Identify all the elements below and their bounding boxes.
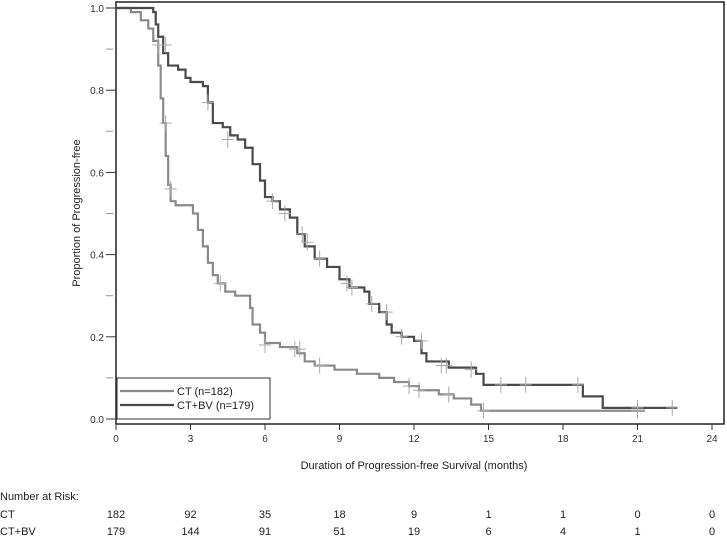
risk-count: 1 [634, 526, 641, 538]
censor-mark [296, 226, 309, 243]
censor-mark [301, 234, 314, 251]
censor-mark [519, 376, 532, 393]
risk-count: 1 [485, 509, 492, 521]
survival-curve-ctbv [116, 6, 678, 410]
censor-mark [477, 402, 490, 419]
risk-count: 0 [634, 509, 641, 521]
censor-mark [395, 328, 408, 345]
y-tick-label: 0.4 [90, 251, 104, 262]
censor-mark [214, 275, 227, 292]
censor-mark [266, 193, 279, 210]
censor-mark [164, 180, 177, 197]
censor-mark [415, 332, 428, 349]
x-tick-label: 12 [408, 434, 420, 445]
censor-mark [365, 295, 378, 312]
legend-box [116, 377, 271, 420]
x-tick-label: 9 [337, 434, 343, 445]
y-tick-label: 1.0 [90, 4, 104, 15]
censor-mark [345, 279, 358, 296]
censor-mark [259, 337, 271, 354]
y-tick-label: 0.8 [90, 86, 104, 97]
risk-row-label: CT+BV [0, 526, 36, 538]
risk-count: 182 [106, 509, 126, 521]
risk-count: 0 [708, 526, 716, 538]
y-axis-label: Proportion of Progression-free [71, 139, 83, 286]
risk-count: 179 [106, 526, 126, 538]
legend-label: CT+BV (n=179) [177, 400, 254, 412]
risk-count: 92 [184, 509, 197, 521]
x-tick-label: 24 [706, 434, 718, 445]
censor-mark [201, 94, 214, 111]
x-tick-label: 3 [188, 434, 194, 445]
survival-curve-ct [116, 6, 645, 412]
legend-label: CT (n=182) [177, 386, 233, 398]
x-axis-label: Duration of Progression-free Survival (m… [301, 460, 528, 472]
x-tick-label: 6 [262, 434, 268, 445]
censor-mark [571, 376, 584, 393]
risk-count: 19 [407, 526, 421, 538]
censor-mark [494, 376, 507, 393]
risk-count: 35 [258, 509, 272, 521]
risk-count: 18 [333, 509, 346, 521]
censor-mark [465, 361, 478, 378]
y-tick-label: 0.2 [90, 333, 104, 344]
censor-mark [278, 205, 291, 222]
censor-mark [666, 399, 679, 416]
censor-mark [221, 131, 234, 148]
risk-count: 1 [559, 509, 567, 521]
censor-mark [380, 304, 393, 321]
risk-count: 6 [485, 526, 492, 538]
risk-count: 0 [708, 509, 716, 521]
risk-count: 91 [258, 526, 272, 538]
censor-mark [313, 357, 326, 374]
y-tick-label: 0.0 [90, 415, 104, 426]
y-tick-label: 0.6 [90, 168, 104, 179]
censor-mark [293, 341, 306, 358]
censor-mark [159, 36, 172, 53]
censor-mark [159, 115, 172, 132]
censor-mark [442, 386, 455, 403]
risk-count: 9 [410, 509, 418, 521]
risk-table-title: Number at Risk: [0, 491, 79, 503]
x-tick-label: 18 [557, 434, 569, 445]
risk-count: 4 [559, 526, 567, 538]
x-tick-label: 21 [632, 434, 644, 445]
censor-mark [412, 382, 425, 399]
censor-mark [440, 357, 453, 374]
risk-count: 144 [181, 526, 200, 538]
x-tick-label: 0 [113, 434, 119, 445]
censor-mark [403, 378, 416, 395]
plot-frame [115, 1, 725, 425]
censor-mark [631, 399, 644, 416]
censor-mark [340, 275, 353, 292]
risk-row-label: CT [0, 509, 15, 521]
censor-mark [313, 250, 326, 267]
risk-count: 51 [333, 526, 346, 538]
x-tick-label: 15 [483, 434, 495, 445]
